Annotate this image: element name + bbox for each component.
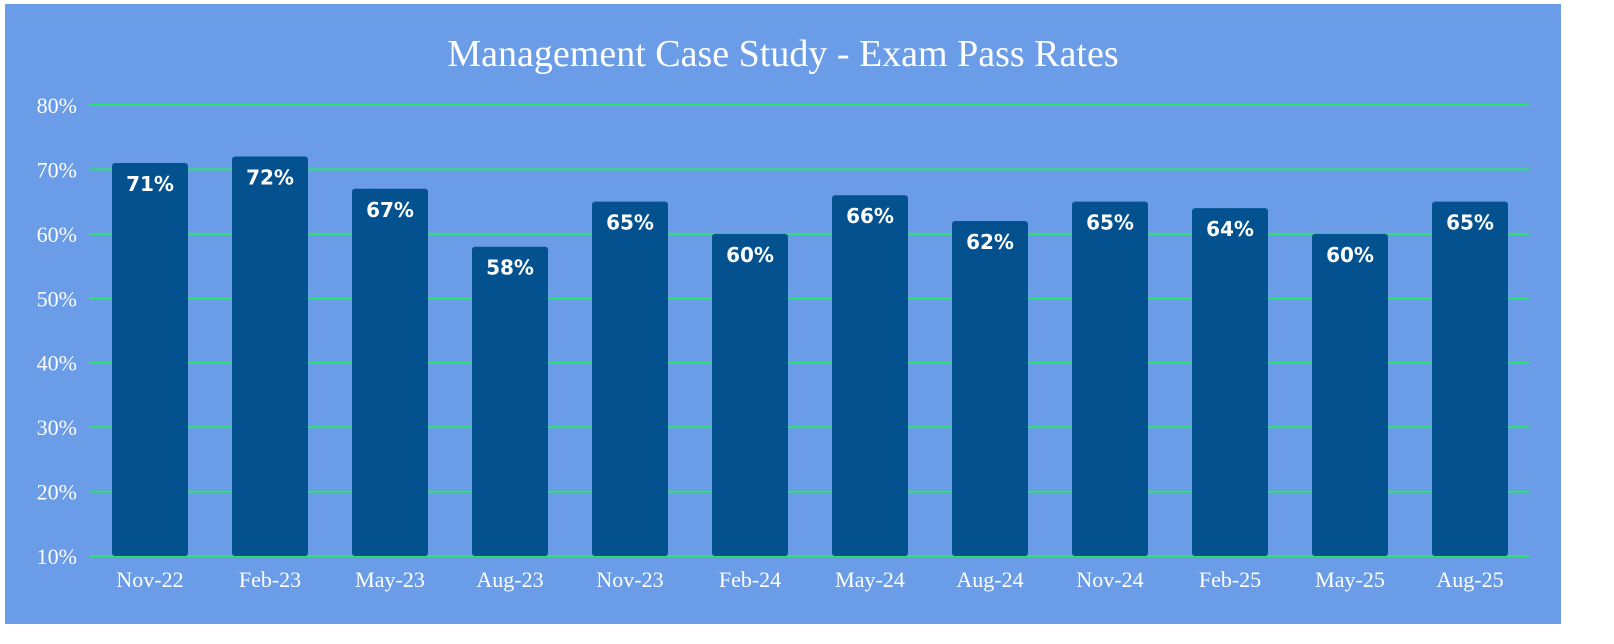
y-tick-label: 50%	[37, 286, 77, 311]
bar-chart: Management Case Study - Exam Pass Rates …	[5, 4, 1561, 624]
data-label: 66%	[846, 204, 894, 228]
bar	[472, 246, 548, 556]
data-label: 64%	[1206, 217, 1254, 241]
y-tick-label: 30%	[37, 415, 77, 440]
x-tick-label: Aug-23	[476, 567, 543, 592]
data-label: 71%	[126, 172, 174, 196]
data-label: 65%	[1446, 211, 1494, 235]
data-label: 60%	[726, 243, 774, 267]
x-axis-tick-labels: Nov-22 Feb-23 May-23 Aug-23 Nov-23 Feb-24 May-…	[116, 567, 1503, 592]
x-tick-label: Nov-23	[596, 567, 663, 592]
x-tick-label: Aug-25	[1436, 567, 1503, 592]
bar	[592, 201, 668, 556]
data-label: 72%	[246, 166, 294, 190]
bar	[112, 162, 188, 556]
data-labels: 71% 72% 67% 58% 65% 60% 66% 62% 65% 64% 60% 65%	[126, 166, 1494, 280]
data-label: 65%	[606, 211, 654, 235]
data-label: 65%	[1086, 211, 1134, 235]
y-tick-label: 70%	[37, 157, 77, 182]
bar	[232, 156, 308, 557]
x-tick-label: Feb-23	[239, 567, 301, 592]
x-tick-label: May-23	[355, 567, 425, 592]
chart-title: Management Case Study - Exam Pass Rates	[447, 33, 1118, 75]
data-label: 62%	[966, 230, 1014, 254]
y-tick-label: 20%	[37, 480, 77, 505]
y-tick-label: 40%	[37, 351, 77, 376]
grid-lines	[90, 104, 1530, 557]
bar	[1072, 201, 1148, 556]
x-tick-label: May-25	[1315, 567, 1385, 592]
bar	[352, 188, 428, 556]
y-tick-label: 60%	[37, 222, 77, 247]
bar	[832, 195, 908, 556]
x-tick-label: Aug-24	[956, 567, 1023, 592]
x-tick-label: May-24	[835, 567, 905, 592]
x-tick-label: Nov-22	[116, 567, 183, 592]
x-tick-label: Feb-25	[1199, 567, 1261, 592]
x-tick-label: Feb-24	[719, 567, 781, 592]
bars	[112, 156, 1508, 557]
data-label: 67%	[366, 198, 414, 222]
y-tick-label: 10%	[37, 544, 77, 569]
chart-frame: Management Case Study - Exam Pass Rates …	[5, 4, 1561, 624]
x-tick-label: Nov-24	[1076, 567, 1143, 592]
y-axis-tick-labels: 10% 20% 30% 40% 50% 60% 70% 80%	[37, 93, 77, 569]
bar	[1432, 201, 1508, 556]
y-tick-label: 80%	[37, 93, 77, 118]
bar	[712, 233, 788, 556]
bar	[1312, 233, 1388, 556]
bar	[1192, 208, 1268, 557]
data-label: 58%	[486, 256, 534, 280]
bar	[952, 220, 1028, 556]
data-label: 60%	[1326, 243, 1374, 267]
